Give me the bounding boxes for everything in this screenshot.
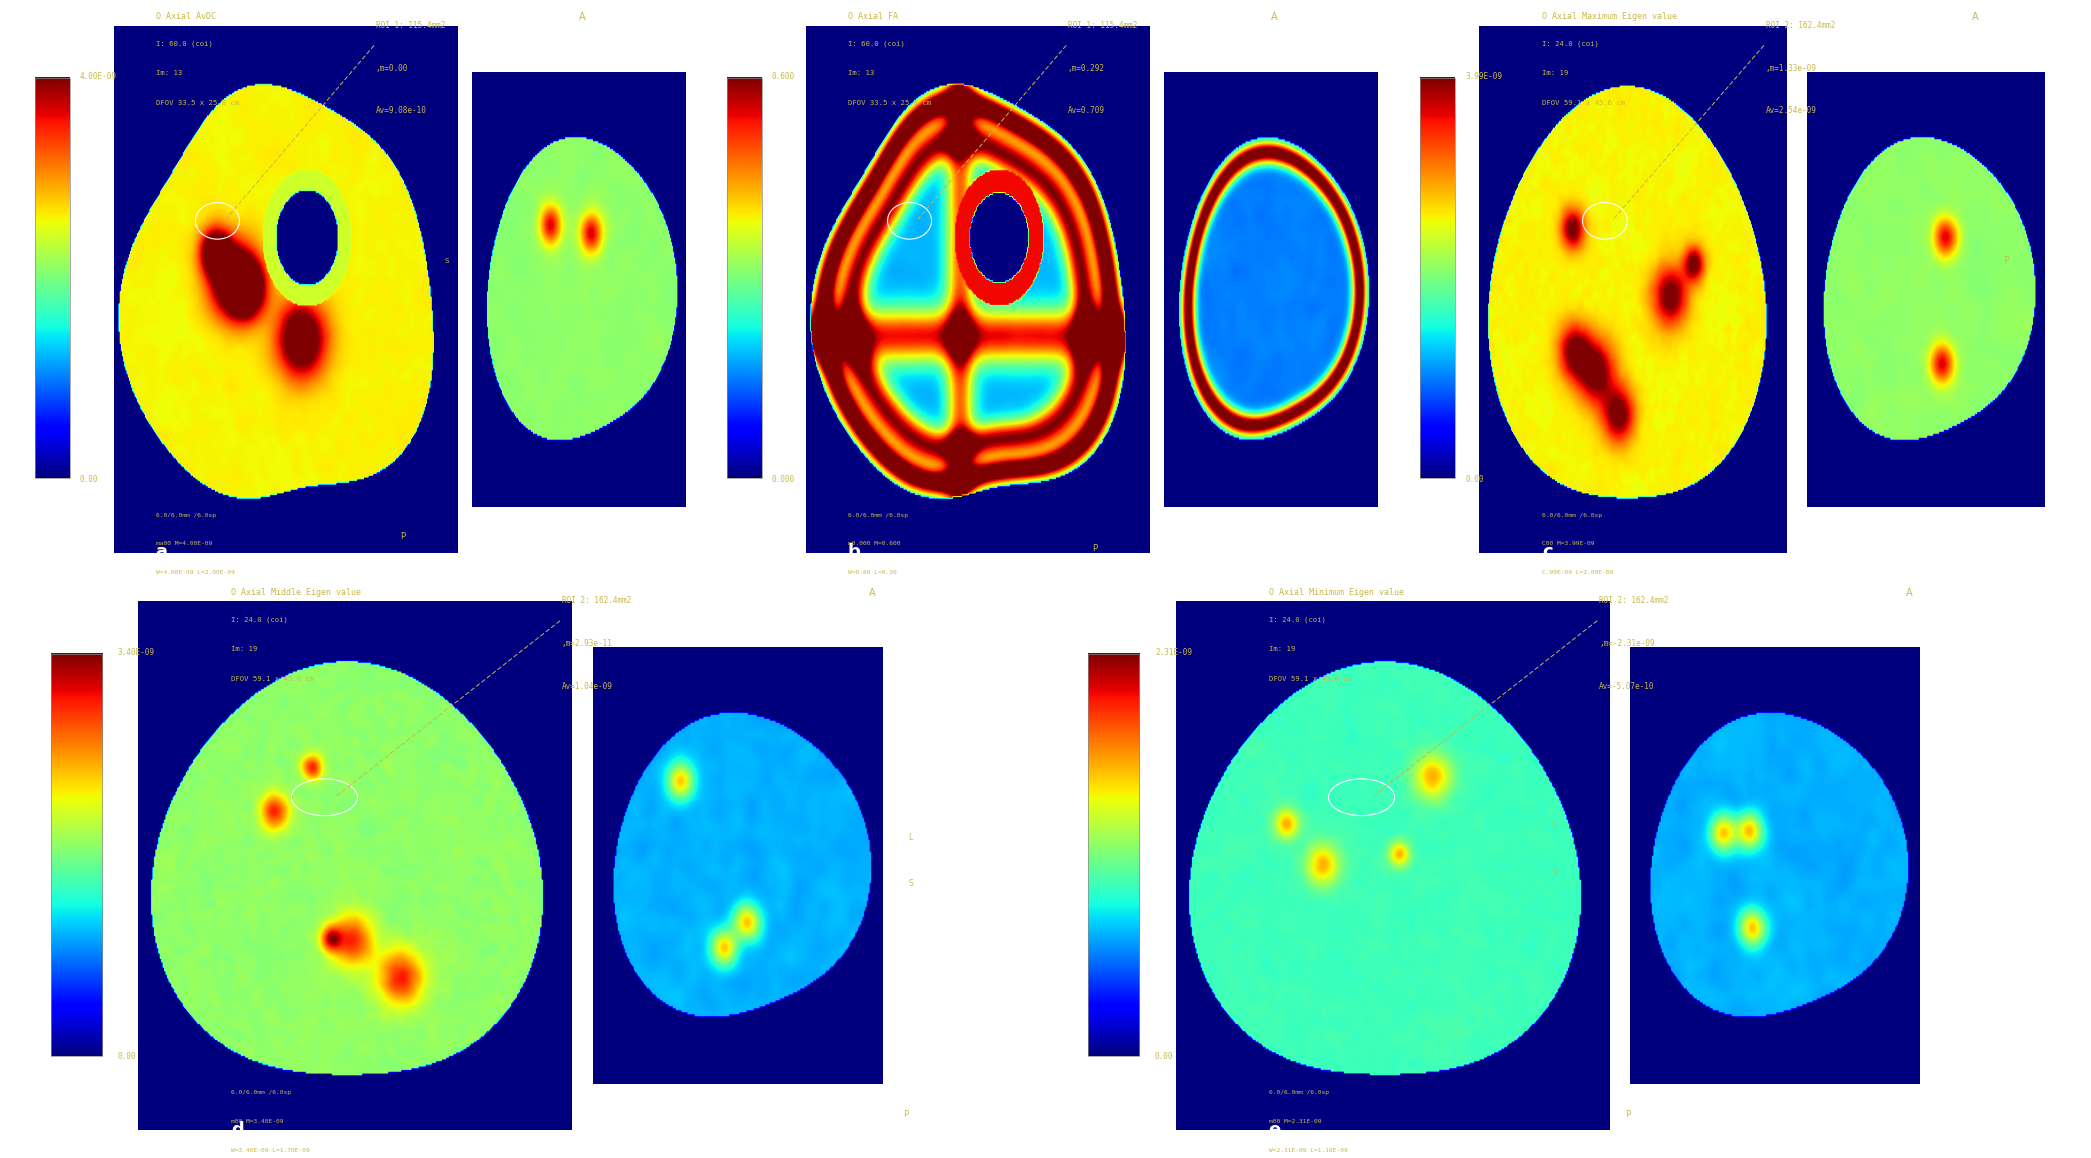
Text: A: A	[579, 12, 585, 22]
Text: 4.00E-09: 4.00E-09	[79, 72, 117, 81]
Text: Av=1.04e-09: Av=1.04e-09	[562, 682, 613, 691]
Bar	[1087, 653, 1140, 1056]
Bar	[36, 78, 69, 478]
Text: P: P	[1625, 1109, 1631, 1119]
Bar	[728, 78, 761, 478]
Text: ,m=2.93e-11: ,m=2.93e-11	[562, 639, 613, 648]
Text: P: P	[399, 533, 406, 541]
Text: 6.0/6.0mm /6.0sp: 6.0/6.0mm /6.0sp	[1541, 513, 1602, 518]
Text: c: c	[1541, 543, 1554, 562]
Text: A: A	[1905, 587, 1913, 598]
Text: O Axial Middle Eigen value: O Axial Middle Eigen value	[232, 587, 362, 596]
Text: W=4.00E-09 L=2.00E-09: W=4.00E-09 L=2.00E-09	[155, 570, 234, 574]
Text: 2.31E-09: 2.31E-09	[1154, 648, 1192, 657]
Text: W=3.40E-09 L=1.70E-09: W=3.40E-09 L=1.70E-09	[232, 1148, 309, 1152]
Text: DFOV 33.5 x 25.8 cm: DFOV 33.5 x 25.8 cm	[155, 100, 238, 107]
Text: 0.00: 0.00	[1154, 1053, 1173, 1062]
Text: Im: 19: Im: 19	[1541, 71, 1568, 76]
Text: m00 M=3.40E-09: m00 M=3.40E-09	[232, 1119, 284, 1124]
Text: A: A	[1972, 12, 1978, 22]
Text: d: d	[232, 1121, 245, 1139]
Text: a: a	[155, 543, 167, 562]
Text: O Axial Minimum Eigen value: O Axial Minimum Eigen value	[1269, 587, 1403, 596]
Text: P: P	[903, 1109, 907, 1119]
Text: e: e	[1269, 1121, 1282, 1139]
Text: 0.00: 0.00	[117, 1053, 136, 1062]
Text: O Axial FA: O Axial FA	[847, 12, 897, 21]
Text: L: L	[907, 833, 912, 842]
Text: Im: 13: Im: 13	[847, 71, 874, 76]
Text: I: 24.0 (coi): I: 24.0 (coi)	[1541, 41, 1600, 47]
Text: Av=2.54e-09: Av=2.54e-09	[1765, 107, 1817, 116]
Text: ROI 1: 115.4mm2: ROI 1: 115.4mm2	[1069, 21, 1138, 30]
Text: P: P	[2003, 256, 2007, 265]
Text: 3.99E-09: 3.99E-09	[1466, 72, 1501, 81]
Text: 6.0/6.0mm /6.0sp: 6.0/6.0mm /6.0sp	[847, 513, 907, 518]
Text: 6.0/6.0mm /6.0sp: 6.0/6.0mm /6.0sp	[232, 1090, 291, 1095]
Text: O Axial Maximum Eigen value: O Axial Maximum Eigen value	[1541, 12, 1677, 21]
Text: Im: 19: Im: 19	[232, 646, 257, 652]
Text: A: A	[868, 587, 876, 598]
Text: Im: 19: Im: 19	[1269, 646, 1294, 652]
Text: Av=0.709: Av=0.709	[1069, 107, 1104, 116]
Text: O Axial AvDC: O Axial AvDC	[155, 12, 215, 21]
Text: I: 60.0 (coi): I: 60.0 (coi)	[847, 41, 905, 47]
Text: 6.0/6.0mm /6.0sp: 6.0/6.0mm /6.0sp	[1269, 1090, 1328, 1095]
Text: 0.00: 0.00	[1466, 475, 1485, 484]
Text: C.99E-09 L=2.00E-09: C.99E-09 L=2.00E-09	[1541, 570, 1614, 574]
Text: S: S	[445, 258, 450, 264]
Text: 6.0/6.0mm /6.0sp: 6.0/6.0mm /6.0sp	[155, 513, 215, 518]
Text: 0.00: 0.00	[79, 475, 98, 484]
Text: 3.40E-09: 3.40E-09	[117, 648, 155, 657]
Text: ,m=0.00: ,m=0.00	[376, 64, 408, 73]
Text: I: 24.0 (coi): I: 24.0 (coi)	[1269, 616, 1326, 623]
Text: L: L	[1554, 821, 1558, 830]
Text: I: 24.0 (coi): I: 24.0 (coi)	[232, 616, 289, 623]
Text: Im: 13: Im: 13	[155, 71, 182, 76]
Text: P: P	[1092, 543, 1098, 552]
Text: ,m=0.292: ,m=0.292	[1069, 64, 1104, 73]
Text: ROI 1: 115.4mm2: ROI 1: 115.4mm2	[376, 21, 445, 30]
Text: b: b	[847, 543, 861, 562]
Text: DFOV 33.5 x 25.8 cm: DFOV 33.5 x 25.8 cm	[847, 100, 930, 107]
Text: 0.600: 0.600	[772, 72, 795, 81]
Text: ma00 M=4.00E-09: ma00 M=4.00E-09	[155, 541, 211, 547]
Text: A: A	[1271, 12, 1278, 22]
Text: Av=9.08e-10: Av=9.08e-10	[376, 107, 427, 116]
Text: DFOV 59.1 x 45.6 cm: DFOV 59.1 x 45.6 cm	[1269, 676, 1351, 682]
Text: DFOV 59.1 x 45.6 cm: DFOV 59.1 x 45.6 cm	[232, 676, 314, 682]
Text: ROI 2: 162.4mm2: ROI 2: 162.4mm2	[562, 596, 631, 606]
Text: Av=-5.07e-10: Av=-5.07e-10	[1600, 682, 1654, 691]
Text: ,m=1.33e-09: ,m=1.33e-09	[1765, 64, 1817, 73]
Text: ,m=-2.31e-09: ,m=-2.31e-09	[1600, 639, 1654, 648]
Text: m0.000 M=0.600: m0.000 M=0.600	[847, 541, 899, 547]
Bar	[50, 653, 102, 1056]
Text: I: 60.0 (coi): I: 60.0 (coi)	[155, 41, 213, 47]
Text: 0.000: 0.000	[772, 475, 795, 484]
Text: m00 M=2.31E-09: m00 M=2.31E-09	[1269, 1119, 1322, 1124]
Text: S: S	[907, 879, 914, 888]
Text: DFOV 59.1 x 45.6 cm: DFOV 59.1 x 45.6 cm	[1541, 100, 1625, 107]
Bar	[1420, 78, 1455, 478]
Text: W=0.60 L=0.30: W=0.60 L=0.30	[847, 570, 897, 574]
Text: S: S	[1554, 867, 1558, 877]
Text: C00 M=3.99E-09: C00 M=3.99E-09	[1541, 541, 1595, 547]
Text: ROI 2: 162.4mm2: ROI 2: 162.4mm2	[1765, 21, 1836, 30]
Text: W=2.31E-09 L=1.16E-09: W=2.31E-09 L=1.16E-09	[1269, 1148, 1347, 1152]
Text: ROI 2: 162.4mm2: ROI 2: 162.4mm2	[1600, 596, 1669, 606]
